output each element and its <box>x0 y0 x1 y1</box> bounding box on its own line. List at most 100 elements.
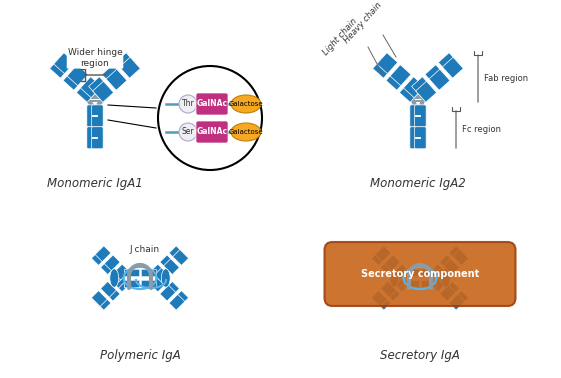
Polygon shape <box>123 280 139 287</box>
Polygon shape <box>169 246 185 262</box>
Polygon shape <box>425 65 446 86</box>
Polygon shape <box>95 246 111 262</box>
Polygon shape <box>141 269 157 276</box>
Polygon shape <box>386 69 407 90</box>
Polygon shape <box>444 282 459 297</box>
Polygon shape <box>390 268 406 284</box>
Text: Monomeric IgA1: Monomeric IgA1 <box>47 177 143 189</box>
Polygon shape <box>93 81 114 102</box>
Polygon shape <box>373 57 394 78</box>
Polygon shape <box>403 269 419 276</box>
Polygon shape <box>119 57 140 78</box>
Polygon shape <box>100 282 117 297</box>
Polygon shape <box>371 249 387 265</box>
Polygon shape <box>444 259 459 274</box>
Polygon shape <box>113 276 130 292</box>
Polygon shape <box>390 272 406 288</box>
Polygon shape <box>104 255 120 271</box>
Ellipse shape <box>162 269 170 287</box>
Polygon shape <box>104 285 120 301</box>
Polygon shape <box>431 276 447 292</box>
Polygon shape <box>141 280 157 287</box>
Polygon shape <box>164 282 180 297</box>
Circle shape <box>179 95 197 113</box>
Text: Ser: Ser <box>182 127 194 136</box>
Polygon shape <box>151 276 167 292</box>
Polygon shape <box>393 276 410 292</box>
Polygon shape <box>440 285 456 301</box>
Ellipse shape <box>110 269 119 287</box>
Polygon shape <box>110 272 126 288</box>
Text: Monomeric IgA2: Monomeric IgA2 <box>370 177 466 189</box>
Polygon shape <box>154 272 170 288</box>
Text: Polymeric IgA: Polymeric IgA <box>100 349 181 361</box>
Polygon shape <box>154 268 170 284</box>
FancyBboxPatch shape <box>87 127 98 149</box>
Ellipse shape <box>442 269 450 287</box>
Text: Fc region: Fc region <box>462 125 501 134</box>
Polygon shape <box>67 65 88 86</box>
Polygon shape <box>403 77 424 98</box>
Polygon shape <box>54 53 75 74</box>
Polygon shape <box>375 294 391 310</box>
Polygon shape <box>106 69 127 90</box>
Polygon shape <box>403 280 419 287</box>
Circle shape <box>179 123 197 141</box>
Polygon shape <box>380 259 397 274</box>
Text: GalNAc: GalNAc <box>196 99 228 108</box>
Ellipse shape <box>231 95 261 113</box>
FancyBboxPatch shape <box>410 127 421 149</box>
Polygon shape <box>421 269 436 276</box>
Polygon shape <box>403 280 419 287</box>
Text: Galactose: Galactose <box>229 101 263 107</box>
Text: Light chain: Light chain <box>321 17 359 57</box>
Polygon shape <box>431 264 447 280</box>
Polygon shape <box>421 280 436 287</box>
Polygon shape <box>151 264 167 280</box>
Polygon shape <box>434 272 450 288</box>
Polygon shape <box>173 249 188 265</box>
Text: GalNAc: GalNAc <box>196 127 228 136</box>
Polygon shape <box>89 77 109 98</box>
FancyBboxPatch shape <box>91 105 103 127</box>
Polygon shape <box>449 294 465 310</box>
Polygon shape <box>384 285 400 301</box>
FancyBboxPatch shape <box>410 105 421 127</box>
Polygon shape <box>91 249 107 265</box>
Polygon shape <box>76 81 97 102</box>
Polygon shape <box>141 280 157 287</box>
Polygon shape <box>449 246 465 262</box>
Polygon shape <box>371 291 387 307</box>
Polygon shape <box>169 294 185 310</box>
Text: Galactose: Galactose <box>229 129 263 135</box>
Polygon shape <box>141 269 157 276</box>
Polygon shape <box>173 291 188 307</box>
Text: Thr: Thr <box>182 99 194 108</box>
Polygon shape <box>416 81 436 102</box>
Polygon shape <box>429 69 450 90</box>
Text: Secretory component: Secretory component <box>361 269 479 279</box>
Polygon shape <box>434 268 450 284</box>
Text: Wider hinge
region: Wider hinge region <box>68 48 122 68</box>
Polygon shape <box>113 264 130 280</box>
Polygon shape <box>123 280 139 287</box>
FancyBboxPatch shape <box>415 105 426 127</box>
Ellipse shape <box>231 123 261 141</box>
Text: Fab region: Fab region <box>484 74 528 83</box>
Polygon shape <box>164 259 180 274</box>
Text: Secretory IgA: Secretory IgA <box>380 349 460 361</box>
Polygon shape <box>160 255 176 271</box>
Polygon shape <box>110 268 126 284</box>
Polygon shape <box>63 69 84 90</box>
Polygon shape <box>160 285 176 301</box>
Polygon shape <box>384 255 400 271</box>
FancyBboxPatch shape <box>324 242 516 306</box>
Polygon shape <box>116 53 136 74</box>
Polygon shape <box>95 294 111 310</box>
Polygon shape <box>123 269 139 276</box>
FancyBboxPatch shape <box>415 127 426 149</box>
Polygon shape <box>399 81 420 102</box>
Polygon shape <box>453 249 468 265</box>
Polygon shape <box>123 269 139 276</box>
Polygon shape <box>440 255 456 271</box>
